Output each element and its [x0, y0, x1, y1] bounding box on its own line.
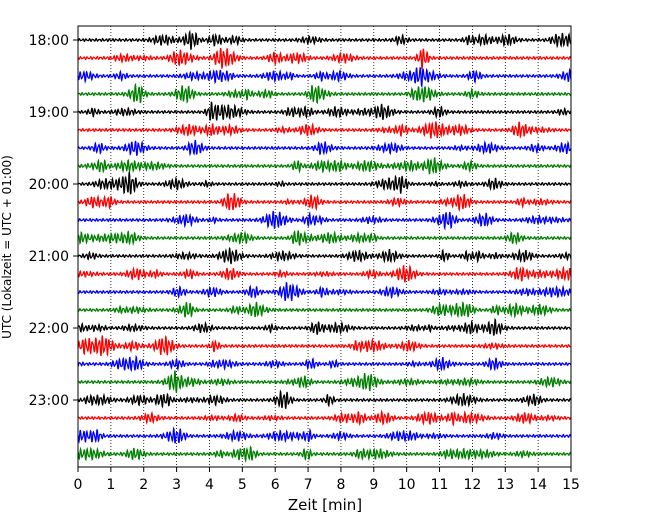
trace-2345 [77, 445, 572, 463]
x-tick-label: 8 [336, 477, 345, 493]
plot-frame [77, 25, 572, 468]
trace-2330 [77, 426, 572, 444]
x-tick-label: 15 [562, 477, 580, 493]
x-tick-label: 14 [529, 477, 547, 493]
x-tick-label: 0 [74, 477, 83, 493]
trace-1845 [77, 82, 572, 105]
trace-1930 [77, 139, 572, 157]
trace-2045 [77, 229, 572, 246]
trace-2030 [77, 210, 572, 231]
x-tick-label: 2 [139, 477, 148, 493]
y-axis-ticks: 18:00 19:00 20:00 21:00 22:00 23:00 [29, 33, 78, 409]
x-tick-label: 3 [172, 477, 181, 493]
trace-2130 [77, 281, 572, 302]
y-axis-label: UTC (Lokalzeit = UTC + 01:00) [0, 155, 14, 339]
trace-2245 [77, 370, 572, 393]
trace-1800 [77, 29, 572, 50]
trace-1945 [77, 157, 572, 175]
trace-2300 [77, 389, 572, 409]
trace-2315 [77, 409, 572, 427]
x-axis-label: Zeit [min] [288, 496, 362, 514]
x-tick-label: 4 [205, 477, 214, 493]
y-tick-label: 22:00 [29, 321, 69, 337]
trace-1915 [77, 121, 572, 139]
x-tick-label: 1 [106, 477, 115, 493]
x-tick-label: 7 [304, 477, 313, 493]
x-tick-label: 9 [369, 477, 378, 493]
x-tick-label: 10 [398, 477, 416, 493]
y-tick-label: 20:00 [29, 177, 69, 193]
y-tick-label: 19:00 [29, 105, 69, 121]
trace-2100 [77, 246, 572, 265]
trace-1815 [77, 47, 572, 70]
y-tick-label: 21:00 [29, 249, 69, 265]
y-tick-label: 18:00 [29, 33, 69, 49]
seismic-traces [77, 29, 572, 463]
trace-2215 [77, 334, 572, 357]
x-tick-label: 12 [463, 477, 481, 493]
trace-1830 [77, 66, 572, 89]
trace-1900 [77, 101, 572, 121]
trace-2145 [77, 301, 572, 319]
trace-2200 [77, 317, 572, 336]
trace-2230 [77, 354, 572, 373]
x-tick-label: 11 [431, 477, 449, 493]
x-axis-ticks: 0 1 2 3 4 5 6 7 8 9 10 11 12 13 14 15 [74, 467, 580, 493]
trace-2115 [77, 264, 572, 283]
y-tick-label: 23:00 [29, 393, 69, 409]
trace-2000 [77, 171, 572, 195]
x-tick-label: 13 [496, 477, 514, 493]
x-tick-label: 6 [271, 477, 280, 493]
trace-2015 [77, 193, 572, 213]
x-tick-label: 5 [238, 477, 247, 493]
